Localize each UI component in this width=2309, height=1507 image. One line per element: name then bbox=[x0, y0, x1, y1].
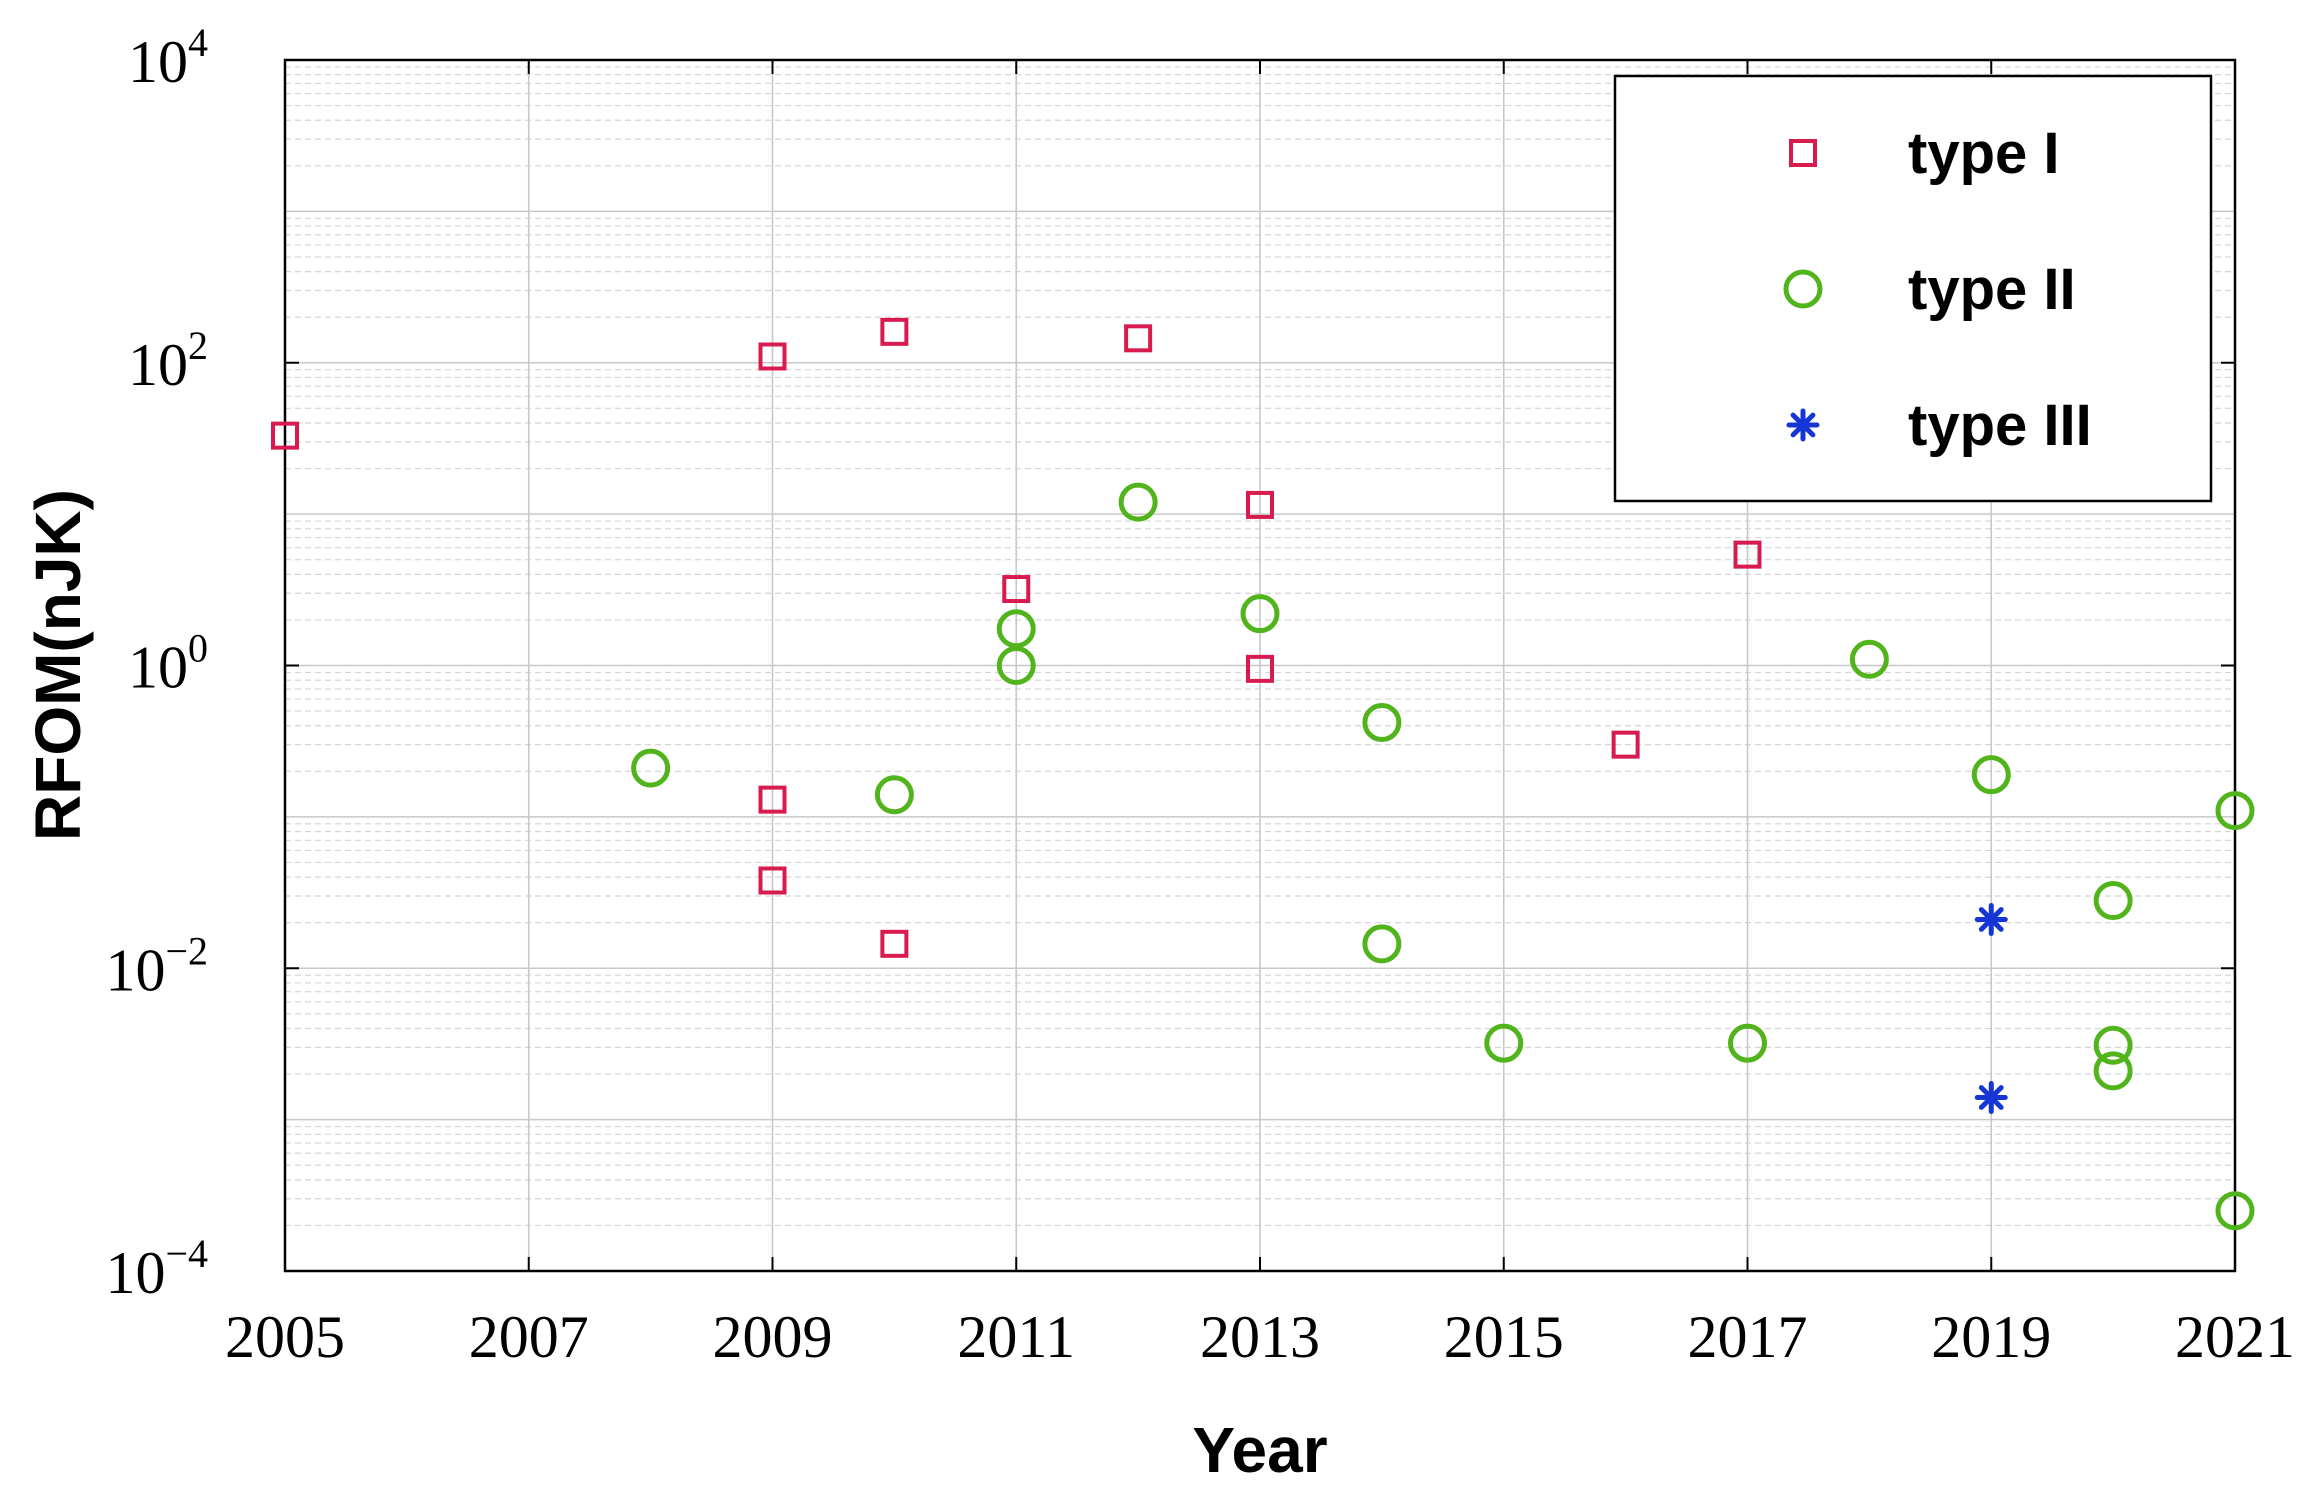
y-tick-label: 102 bbox=[128, 323, 208, 398]
data-point-square bbox=[1124, 324, 1153, 353]
data-point-square bbox=[1246, 490, 1274, 519]
x-tick-label: 2019 bbox=[1931, 1304, 2051, 1370]
x-axis-title: Year bbox=[1192, 1414, 1327, 1486]
x-tick-label: 2011 bbox=[957, 1304, 1075, 1370]
y-axis-title: RFOM(nJK) bbox=[22, 489, 94, 841]
legend-box bbox=[1613, 74, 2213, 503]
data-point-circle bbox=[874, 775, 914, 815]
data-point-square bbox=[880, 317, 909, 346]
data-points bbox=[271, 317, 2255, 1231]
legend-marker bbox=[1783, 269, 1823, 309]
data-point-square bbox=[758, 785, 787, 814]
data-point-square bbox=[758, 342, 787, 371]
grid bbox=[284, 59, 2236, 1272]
x-tick-label: 2013 bbox=[1200, 1304, 1320, 1370]
x-tick-label: 2015 bbox=[1444, 1304, 1564, 1370]
data-point-square bbox=[1733, 540, 1762, 569]
x-tick-label: 2009 bbox=[713, 1304, 833, 1370]
data-point-circle bbox=[1728, 1023, 1767, 1063]
data-point-circle bbox=[631, 748, 671, 788]
data-point-circle bbox=[1118, 482, 1158, 522]
x-tick-label: 2005 bbox=[225, 1304, 345, 1370]
data-point-circle bbox=[996, 609, 1036, 649]
data-point-circle bbox=[1849, 639, 1889, 679]
data-point-circle bbox=[1362, 924, 1402, 964]
data-point-square bbox=[271, 421, 299, 450]
y-tick-label: 10−2 bbox=[105, 928, 208, 1003]
x-tick-label: 2007 bbox=[469, 1304, 589, 1370]
data-point-circle bbox=[1971, 755, 2011, 795]
x-tick-label: 2017 bbox=[1688, 1304, 1808, 1370]
legend-label: type I bbox=[1908, 121, 2060, 186]
data-point-circle bbox=[2215, 791, 2255, 831]
data-point-circle bbox=[1484, 1023, 1524, 1063]
data-point-circle bbox=[1362, 703, 1402, 743]
legend-marker bbox=[1786, 408, 1820, 442]
x-tick-label: 2021 bbox=[2175, 1304, 2295, 1370]
data-point-square bbox=[1246, 654, 1274, 683]
data-point-circle bbox=[2093, 1051, 2133, 1091]
legend: type I type II type III bbox=[1613, 74, 2213, 503]
y-tick-label: 10−4 bbox=[105, 1231, 208, 1306]
legend-marker bbox=[1789, 139, 1817, 167]
plot-frame bbox=[283, 58, 2237, 1273]
data-point-square bbox=[1611, 730, 1640, 759]
y-tick-label: 104 bbox=[128, 20, 208, 95]
y-tick-label: 100 bbox=[128, 626, 208, 701]
data-point-asterisk bbox=[1974, 1081, 2008, 1115]
data-point-circle bbox=[996, 646, 1036, 685]
data-point-asterisk bbox=[1974, 902, 2008, 936]
data-point-square bbox=[880, 929, 909, 958]
data-point-square bbox=[1002, 575, 1031, 604]
legend-label: type III bbox=[1908, 393, 2092, 458]
data-point-circle bbox=[1240, 594, 1280, 634]
legend-label: type II bbox=[1908, 257, 2076, 322]
data-point-square bbox=[758, 866, 787, 895]
ticks: 2005 2007 2009 2011 2013 2015 2017 2019 2021 104 1… bbox=[105, 20, 2295, 1370]
data-point-circle bbox=[2215, 1191, 2255, 1231]
data-point-circle bbox=[2093, 1025, 2133, 1065]
data-point-circle bbox=[2093, 881, 2133, 921]
